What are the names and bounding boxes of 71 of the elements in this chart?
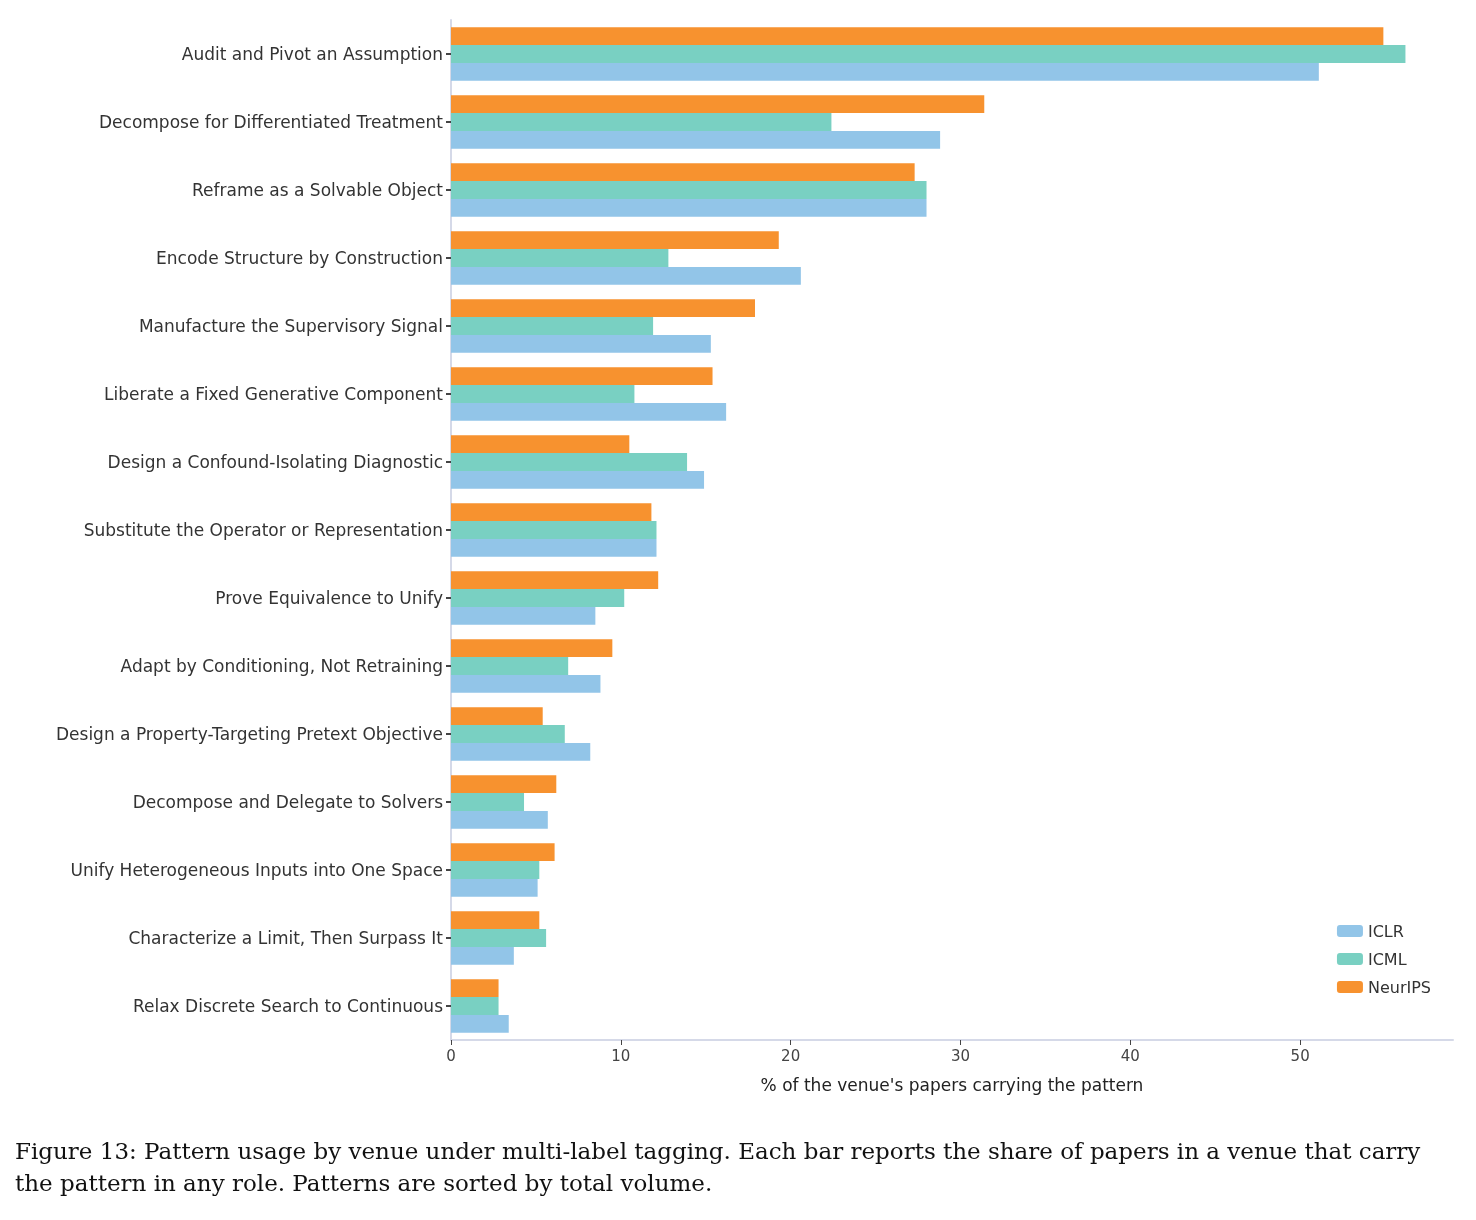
bar: [451, 1014, 509, 1033]
x-tick-label: 0: [446, 1046, 456, 1065]
bar: [451, 367, 713, 386]
legend-label: NeurIPS: [1367, 977, 1432, 997]
x-tick-label: 20: [781, 1046, 801, 1065]
legend-label: ICML: [1367, 949, 1407, 969]
bar: [451, 929, 547, 947]
bar: [451, 997, 499, 1015]
bar: [451, 334, 711, 353]
x-tick-label: 10: [611, 1046, 631, 1065]
bar: [451, 130, 941, 149]
bar: [451, 674, 601, 693]
bar: [451, 810, 548, 829]
bar: [451, 843, 555, 862]
y-tick-label: Audit and Pivot an Assumption: [181, 44, 443, 64]
bar: [451, 861, 540, 879]
bar: [451, 657, 569, 675]
bar: [451, 571, 659, 590]
bar: [451, 402, 727, 421]
bar: [451, 878, 538, 897]
y-tick-label: Substitute the Operator or Representation: [83, 520, 443, 540]
bar: [451, 707, 543, 726]
bar: [451, 538, 657, 557]
bar: [451, 521, 657, 539]
bar: [451, 793, 525, 811]
bar: [451, 27, 1384, 46]
caption: Figure 13: Pattern usage by venue under multi-label tagging. Each bar reports the share of papers in a venue that carry the pattern in any role. Patterns are sorted by total volume.: [15, 1137, 1422, 1198]
y-tick-label: Unify Heterogeneous Inputs into One Space: [70, 860, 443, 880]
x-tick-label: 40: [1120, 1046, 1140, 1065]
bar: [451, 775, 557, 794]
y-tick-label: Design a Property-Targeting Pretext Objective: [55, 724, 443, 744]
bar: [451, 453, 688, 471]
bar: [451, 742, 591, 761]
bar: [451, 725, 565, 743]
bar: [451, 317, 654, 335]
bar: [451, 62, 1319, 81]
y-tick-label: Characterize a Limit, Then Surpass It: [128, 928, 444, 948]
bar: [451, 385, 635, 403]
legend-label: ICLR: [1367, 921, 1404, 941]
bar: [451, 95, 985, 114]
y-tick-label: Liberate a Fixed Generative Component: [104, 384, 444, 404]
y-tick-label: Design a Confound-Isolating Diagnostic: [107, 452, 443, 472]
bar: [451, 198, 927, 217]
y-tick-label: Decompose and Delegate to Solvers: [132, 792, 444, 812]
bar: [451, 299, 755, 318]
bar: [451, 979, 499, 998]
y-tick-label: Relax Discrete Search to Continuous: [132, 996, 444, 1016]
x-axis-title: % of the venue's papers carrying the pattern: [760, 1074, 1144, 1095]
y-tick-label: Reframe as a Solvable Object: [192, 180, 444, 200]
bar: [451, 231, 779, 250]
bar: [451, 639, 613, 658]
y-tick-label: Adapt by Conditioning, Not Retraining: [120, 656, 443, 676]
bar: [451, 589, 625, 607]
y-tick-label: Encode Structure by Construction: [156, 248, 443, 268]
bar: [451, 606, 596, 625]
y-tick-label: Decompose for Differentiated Treatment: [98, 112, 444, 132]
bar: [451, 503, 652, 522]
bar: [451, 45, 1406, 63]
bar: [451, 470, 705, 489]
bar: [451, 266, 801, 285]
bar: [451, 435, 630, 454]
bar: [451, 249, 669, 267]
y-tick-label: Prove Equivalence to Unify: [215, 588, 443, 608]
x-tick-label: 30: [950, 1046, 971, 1065]
bar: [451, 911, 540, 930]
bar: [451, 946, 514, 965]
x-tick-label: 50: [1290, 1046, 1310, 1065]
bar: [451, 181, 927, 199]
bar: [451, 113, 832, 131]
y-tick-label: Manufacture the Supervisory Signal: [138, 316, 443, 336]
bar: [451, 163, 915, 182]
